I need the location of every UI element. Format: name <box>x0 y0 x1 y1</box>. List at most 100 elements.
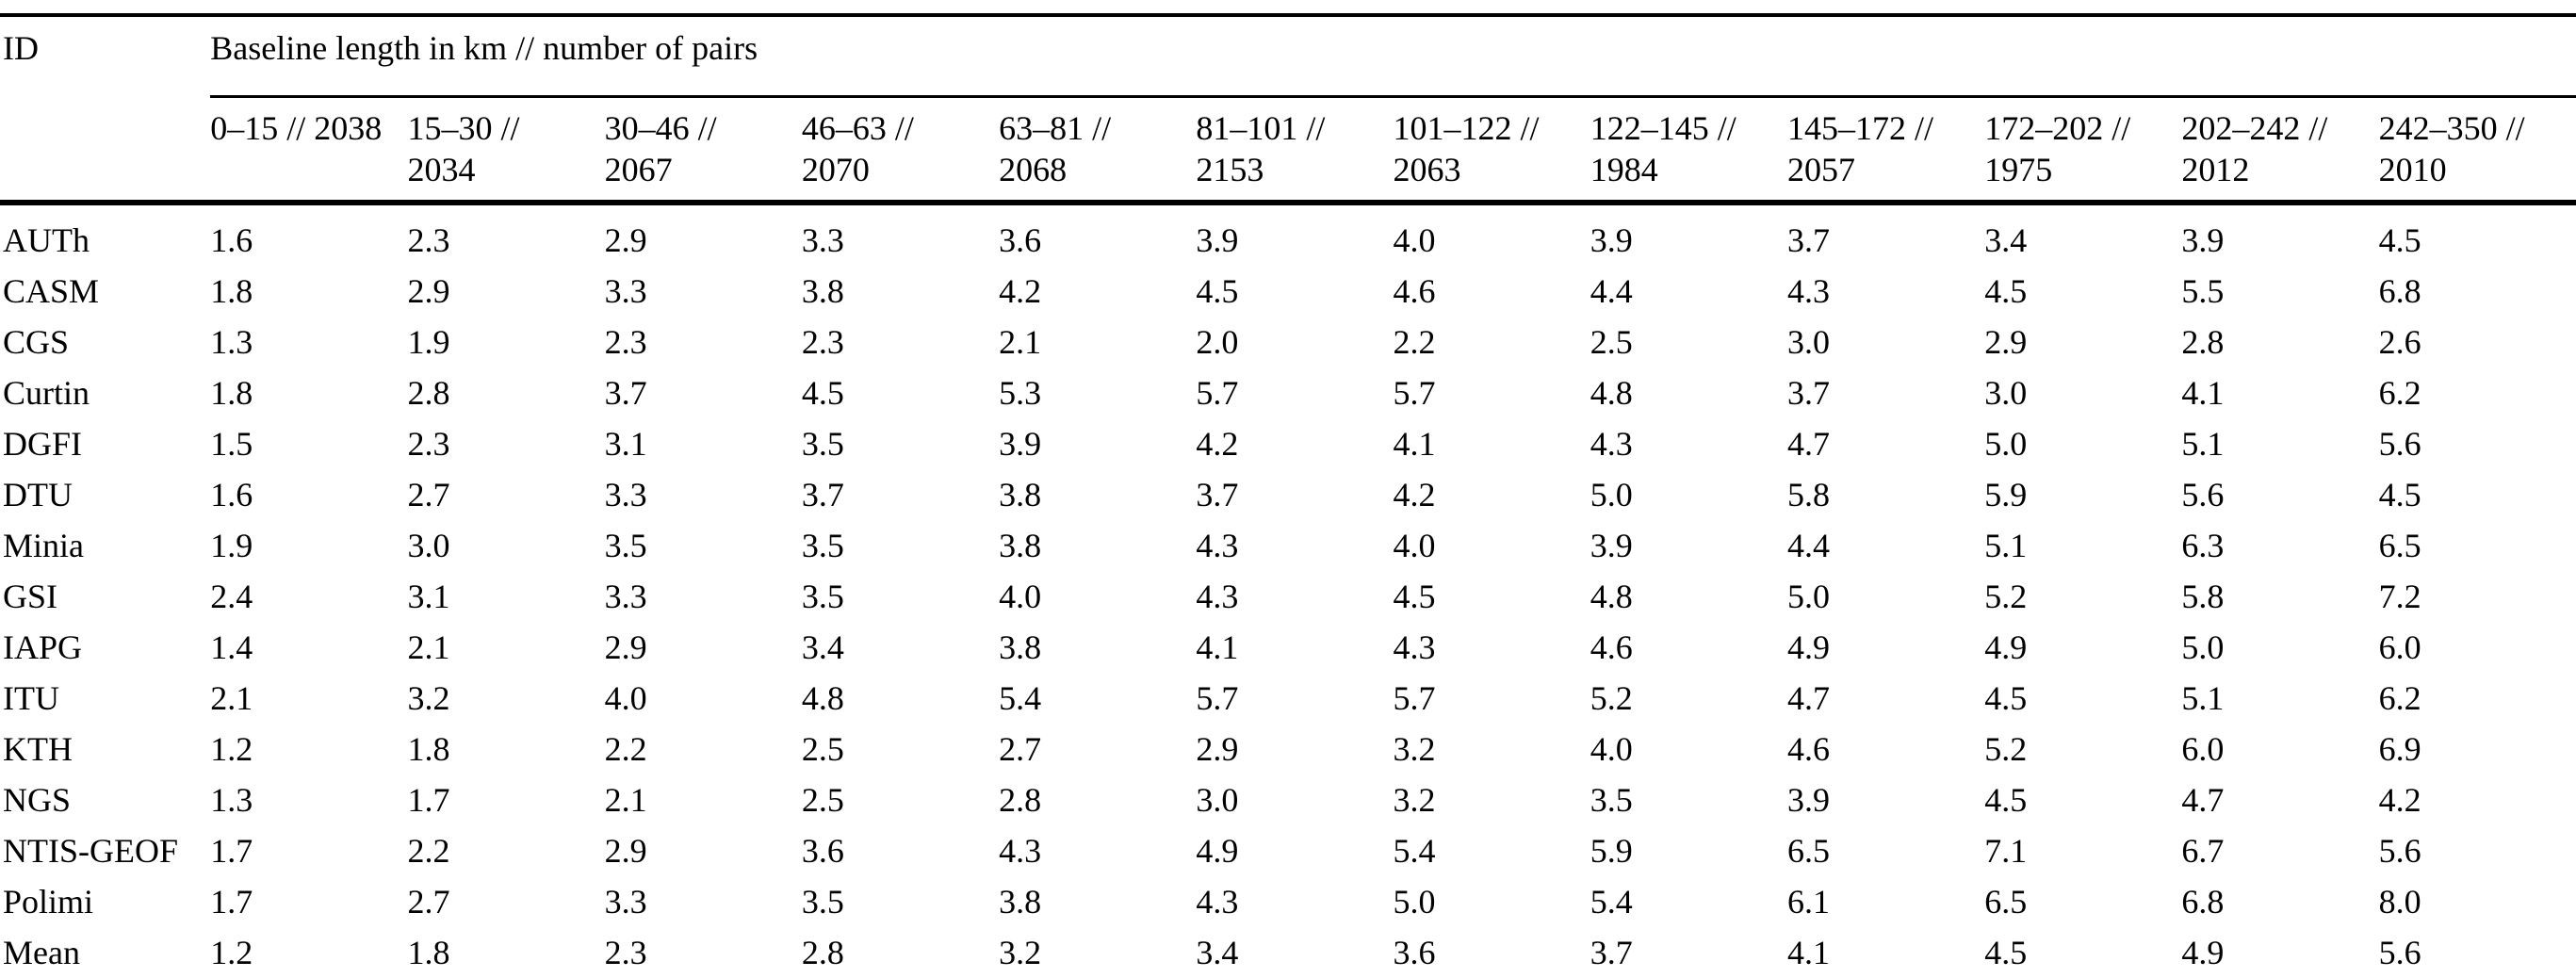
row-id: ITU <box>3 679 59 717</box>
table-cell: 3.1 <box>604 425 647 463</box>
table-cell: 3.8 <box>801 272 844 310</box>
table-cell: 4.0 <box>1393 527 1436 564</box>
row-id: CASM <box>3 272 100 310</box>
table-cell: 4.6 <box>1590 628 1633 666</box>
table-cell: 4.0 <box>1393 221 1436 259</box>
table-cell: 2.2 <box>1393 323 1436 361</box>
table-cell: 2.3 <box>407 221 450 259</box>
table-cell: 2.9 <box>604 221 647 259</box>
table-cell: 3.7 <box>801 476 844 513</box>
table-cell: 2.3 <box>604 934 647 971</box>
table-cell: 2.1 <box>210 679 253 717</box>
table-cell: 4.2 <box>999 272 1042 310</box>
table-cell: 4.5 <box>1984 781 2028 819</box>
column-header: 63–81 //2068 <box>999 96 1197 205</box>
group-header-row: ID Baseline length in km // number of pa… <box>0 15 2576 98</box>
table-cell: 6.1 <box>1786 883 1830 921</box>
table-cell: 3.3 <box>604 272 647 310</box>
table-cell: 2.9 <box>604 628 647 666</box>
table-row: DTU 1.6 2.7 3.3 3.7 3.8 3.7 4.2 5.0 5.8 5.9 5.6 4.5 <box>0 469 2576 520</box>
table-cell: 2.8 <box>407 374 450 412</box>
table-cell: 5.0 <box>1984 425 2028 463</box>
table-cell: 3.8 <box>999 628 1042 666</box>
table-cell: 2.9 <box>407 272 450 310</box>
table-cell: 3.8 <box>999 476 1042 513</box>
column-header-row: 0–15 // 2038 15–30 //2034 30–46 //2067 46–6… <box>0 96 2576 205</box>
column-header-pairs: 1975 <box>1984 150 2053 188</box>
table-cell: 4.5 <box>1984 679 2028 717</box>
table-row: Curtin 1.8 2.8 3.7 4.5 5.3 5.7 5.7 4.8 3.7 3.0 4.1 6… <box>0 367 2576 418</box>
table-cell: 3.9 <box>1786 781 1830 819</box>
table-cell: 4.3 <box>1786 272 1830 310</box>
table-cell: 3.7 <box>604 374 647 412</box>
table-cell: 3.3 <box>801 221 844 259</box>
column-header: 15–30 //2034 <box>407 96 605 205</box>
table-cell: 4.5 <box>1984 272 2028 310</box>
table-cell: 3.5 <box>801 527 844 564</box>
table-cell: 4.3 <box>1196 527 1239 564</box>
table-cell: 4.8 <box>1590 374 1633 412</box>
table-cell: 2.7 <box>407 883 450 921</box>
table-cell: 4.3 <box>1196 578 1239 615</box>
table-cell: 5.4 <box>999 679 1042 717</box>
column-header-range: 202–242 // <box>2181 109 2328 147</box>
table-cell: 6.9 <box>2378 730 2421 768</box>
table-cell: 3.3 <box>604 476 647 513</box>
id-column-header: ID <box>3 29 39 67</box>
column-header: 101–122 //2063 <box>1393 96 1590 205</box>
table-cell: 2.9 <box>604 832 647 870</box>
table-cell: 3.9 <box>1196 221 1239 259</box>
table-cell: 4.6 <box>1786 730 1830 768</box>
table-cell: 4.3 <box>1590 425 1633 463</box>
table-cell: 5.1 <box>2181 425 2225 463</box>
id-column-header-spacer <box>0 96 211 205</box>
table-cell: 4.5 <box>1196 272 1239 310</box>
table-cell: 6.5 <box>1786 832 1830 870</box>
table-cell: 2.5 <box>801 781 844 819</box>
table-cell: 1.9 <box>407 323 450 361</box>
table-cell: 4.7 <box>2181 781 2225 819</box>
column-header: 0–15 // 2038 <box>210 96 408 205</box>
table-cell: 6.3 <box>2181 527 2225 564</box>
column-header-range: 0–15 // 2038 <box>210 109 383 147</box>
table-cell: 3.2 <box>1393 730 1436 768</box>
table-cell: 3.9 <box>2181 221 2225 259</box>
row-id: GSI <box>3 578 58 615</box>
table-cell: 5.2 <box>1590 679 1633 717</box>
table-cell: 1.3 <box>210 781 253 819</box>
table-row: CGS 1.3 1.9 2.3 2.3 2.1 2.0 2.2 2.5 3.0 2.9 2.8 2.6 <box>0 317 2576 367</box>
table-cell: 5.3 <box>999 374 1042 412</box>
table-cell: 1.9 <box>210 527 253 564</box>
column-header-pairs: 2068 <box>999 150 1068 188</box>
row-id: IAPG <box>3 628 83 666</box>
table-cell: 2.3 <box>801 323 844 361</box>
table-cell: 3.9 <box>1590 221 1633 259</box>
table-cell: 8.0 <box>2378 883 2421 921</box>
column-header-range: 122–145 // <box>1590 109 1736 147</box>
table-cell: 4.0 <box>999 578 1042 615</box>
table-cell: 2.3 <box>604 323 647 361</box>
table-cell: 3.6 <box>801 832 844 870</box>
table-cell: 4.2 <box>2378 781 2421 819</box>
table-cell: 7.1 <box>1984 832 2028 870</box>
table-cell: 3.5 <box>801 578 844 615</box>
table-cell: 4.8 <box>801 679 844 717</box>
table-cell: 3.8 <box>999 527 1042 564</box>
table-cell: 5.7 <box>1196 679 1239 717</box>
column-header: 46–63 //2070 <box>801 96 1000 205</box>
table-cell: 5.6 <box>2181 476 2225 513</box>
table-row: IAPG 1.4 2.1 2.9 3.4 3.8 4.1 4.3 4.6 4.9 4.9 5.0 6.0 <box>0 622 2576 673</box>
column-header: 81–101 //2153 <box>1196 96 1394 205</box>
table-cell: 5.0 <box>1786 578 1830 615</box>
table-cell: 2.8 <box>801 934 844 971</box>
table-cell: 4.7 <box>1786 425 1830 463</box>
column-header-pairs: 2010 <box>2378 150 2447 188</box>
table-cell: 2.0 <box>1196 323 1239 361</box>
table-cell: 3.5 <box>1590 781 1633 819</box>
table-cell: 4.3 <box>999 832 1042 870</box>
table-cell: 3.5 <box>801 883 844 921</box>
table-cell: 4.1 <box>2181 374 2225 412</box>
table-cell: 2.5 <box>1590 323 1633 361</box>
table-cell: 2.6 <box>2378 323 2421 361</box>
table-cell: 4.3 <box>1393 628 1436 666</box>
